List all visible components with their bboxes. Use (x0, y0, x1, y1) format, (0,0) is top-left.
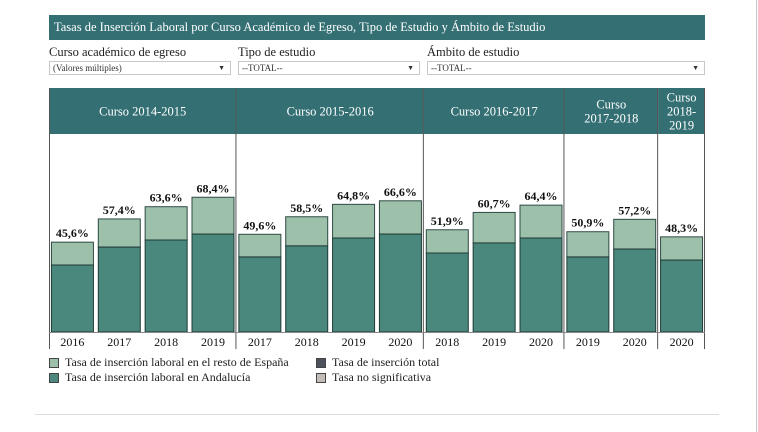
bar-andalucia[interactable] (425, 252, 469, 333)
bar-total-label: 57,4% (103, 203, 136, 217)
group-header (423, 88, 565, 134)
bar-total-label: 63,6% (150, 191, 183, 205)
x-tick-label: 2016 (60, 335, 84, 349)
bar-resto-espana[interactable] (519, 204, 563, 239)
legend-label: Tasa no significativa (332, 370, 432, 384)
bar-total-label: 57,2% (618, 203, 651, 217)
bar-resto-espana[interactable] (97, 218, 141, 248)
bar-resto-espana[interactable] (613, 218, 657, 250)
legend-label: Tasa de inserción laboral en Andalucía (65, 370, 251, 384)
group-header-label: 2017-2018 (584, 112, 638, 126)
x-tick-label: 2019 (201, 335, 225, 349)
ambito-dropdown[interactable]: --TOTAL-- ▼ (427, 61, 705, 75)
bar-resto-espana[interactable] (472, 211, 516, 244)
group-header-label: Curso 2016-2017 (451, 105, 538, 119)
tipo-dropdown[interactable]: --TOTAL-- ▼ (238, 61, 420, 75)
x-tick-label: 2018 (295, 335, 319, 349)
x-tick-label: 2020 (529, 335, 553, 349)
legend-swatch-total (316, 357, 326, 368)
legend-item-andalucia[interactable]: Tasa de inserción laboral en Andalucía (49, 370, 250, 385)
x-tick-label: 2017 (107, 335, 131, 349)
legend: Tasa de inserción laboral en el resto de… (49, 355, 549, 389)
bar-resto-espana[interactable] (191, 196, 235, 235)
x-tick-label: 2020 (670, 335, 694, 349)
legend-label: Tasa de inserción total (332, 355, 440, 369)
bar-resto-espana[interactable] (285, 216, 329, 247)
tipo-dropdown-value: --TOTAL-- (242, 63, 283, 73)
bar-andalucia[interactable] (378, 233, 422, 333)
x-tick-label: 2019 (342, 335, 366, 349)
right-divider (756, 0, 757, 432)
filter-label-curso: Curso académico de egreso (49, 45, 187, 59)
bar-andalucia[interactable] (566, 256, 610, 333)
bar-total-label: 50,9% (571, 216, 604, 230)
bar-andalucia[interactable] (472, 242, 516, 333)
bar-andalucia[interactable] (660, 259, 704, 333)
x-tick-label: 2018 (154, 335, 178, 349)
group-header (564, 88, 659, 134)
page-title: Tasas de Inserción Laboral por Curso Aca… (49, 15, 705, 40)
legend-item-no-significativa[interactable]: Tasa no significativa (316, 370, 431, 385)
group-header-label: Curso 2015-2016 (287, 105, 374, 119)
bar-andalucia[interactable] (50, 264, 94, 333)
group-header-label: 2018- (667, 105, 696, 119)
legend-item-resto-espana[interactable]: Tasa de inserción laboral en el resto de… (49, 355, 289, 370)
filter-label-tipo: Tipo de estudio (238, 45, 316, 59)
bar-andalucia[interactable] (144, 239, 188, 333)
chevron-down-icon[interactable]: ▼ (692, 64, 699, 72)
x-tick-label: 2019 (482, 335, 506, 349)
bar-andalucia[interactable] (519, 237, 563, 333)
curso-dropdown-value: (Valores múltiples) (53, 63, 122, 73)
legend-swatch-no-significativa (316, 372, 326, 383)
chevron-down-icon[interactable]: ▼ (407, 64, 414, 72)
group-header (236, 88, 424, 134)
bar-resto-espana[interactable] (238, 233, 282, 258)
group-header-label: Curso 2014-2015 (99, 105, 186, 119)
bar-resto-espana[interactable] (378, 200, 422, 235)
bar-andalucia[interactable] (97, 246, 141, 333)
group-header-label: Curso (667, 91, 697, 105)
bar-resto-espana[interactable] (566, 231, 610, 258)
stacked-bar-chart: Curso 2014-2015 45,6% 2016 57,4% 2017 63,6% 20… (49, 88, 705, 349)
bar-resto-espana[interactable] (50, 241, 94, 266)
group-header-label: 2019 (669, 119, 694, 133)
group-header (49, 88, 237, 134)
bar-resto-espana[interactable] (425, 229, 469, 254)
x-tick-label: 2019 (576, 335, 600, 349)
bar-total-label: 45,6% (56, 226, 89, 240)
bar-total-label: 58,5% (290, 201, 323, 215)
bar-andalucia[interactable] (285, 245, 329, 333)
bar-andalucia[interactable] (613, 248, 657, 333)
bar-total-label: 48,3% (665, 221, 698, 235)
chevron-down-icon[interactable]: ▼ (218, 64, 225, 72)
bar-andalucia[interactable] (191, 233, 235, 333)
x-tick-label: 2017 (248, 335, 272, 349)
bar-resto-espana[interactable] (660, 236, 704, 261)
group-header (658, 88, 705, 134)
curso-dropdown[interactable]: (Valores múltiples) ▼ (49, 61, 231, 75)
legend-swatch-resto-espana (49, 357, 59, 368)
bar-total-label: 49,6% (243, 218, 276, 232)
bar-resto-espana[interactable] (332, 203, 376, 239)
bar-total-label: 51,9% (431, 214, 464, 228)
chart-panel: Curso 2014-2015 45,6% 2016 57,4% 2017 63,6% 20… (49, 88, 705, 349)
x-tick-label: 2018 (435, 335, 459, 349)
legend-item-total[interactable]: Tasa de inserción total (316, 355, 439, 370)
x-tick-label: 2020 (623, 335, 647, 349)
bar-total-label: 64,4% (525, 189, 558, 203)
ambito-dropdown-value: --TOTAL-- (431, 63, 472, 73)
bar-resto-espana[interactable] (144, 206, 188, 241)
bottom-divider (35, 414, 719, 415)
bar-andalucia[interactable] (238, 256, 282, 333)
bar-andalucia[interactable] (332, 237, 376, 333)
legend-swatch-andalucia (49, 372, 59, 383)
filter-label-ambito: Ámbito de estudio (427, 45, 520, 59)
bar-total-label: 64,8% (337, 188, 370, 202)
group-header-label: Curso (596, 98, 626, 112)
bar-total-label: 68,4% (197, 181, 230, 195)
bar-total-label: 66,6% (384, 185, 417, 199)
bar-total-label: 60,7% (478, 196, 511, 210)
legend-label: Tasa de inserción laboral en el resto de… (65, 355, 289, 369)
x-tick-label: 2020 (388, 335, 412, 349)
